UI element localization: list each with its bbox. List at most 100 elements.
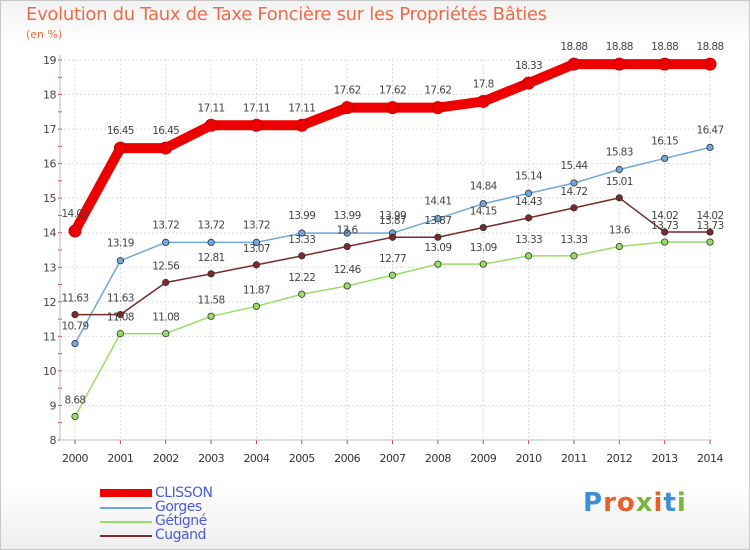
legend-swatch-gorges xyxy=(100,507,152,509)
y-tick-label: 19 xyxy=(43,54,56,67)
data-point xyxy=(343,242,351,251)
data-label: 18.88 xyxy=(560,41,587,53)
x-tick-label: 2004 xyxy=(243,452,269,465)
chart-subtitle: (en %) xyxy=(26,28,63,41)
y-tick-label: 11 xyxy=(43,330,56,343)
y-tick-label: 10 xyxy=(43,365,56,378)
data-label: 13.72 xyxy=(152,219,179,231)
data-point xyxy=(207,312,215,320)
data-point xyxy=(658,57,672,71)
data-point xyxy=(479,223,487,232)
logo-letter: r xyxy=(603,488,617,518)
data-label: 13.99 xyxy=(334,210,361,222)
data-point xyxy=(162,329,170,338)
y-tick-label: 12 xyxy=(43,296,56,309)
data-label: 14.02 xyxy=(697,210,724,222)
data-label: 13.73 xyxy=(651,220,678,232)
data-label: 14.84 xyxy=(470,181,498,193)
legend-label: Gorges xyxy=(155,499,202,515)
y-tick-label: 17 xyxy=(43,123,56,136)
data-label: 17.62 xyxy=(334,85,361,97)
data-labels: 14.05 16.45 16.45 17.11 17.11 17.11 17.62 17.62… xyxy=(61,41,724,407)
data-point xyxy=(661,154,669,163)
data-label: 16.45 xyxy=(107,125,134,137)
data-label: 17.62 xyxy=(379,85,406,97)
data-point xyxy=(298,290,306,298)
data-label: 12.46 xyxy=(334,264,362,276)
logo-letter: i xyxy=(676,488,687,518)
data-point xyxy=(388,233,397,241)
x-tick-label: 2008 xyxy=(425,452,451,465)
x-tick-label: 2000 xyxy=(62,452,88,465)
x-tick-label: 2001 xyxy=(107,452,133,465)
logo-letter: o xyxy=(616,488,636,518)
data-point xyxy=(113,141,127,155)
data-label: 16.47 xyxy=(697,124,724,136)
data-point xyxy=(479,200,487,208)
data-point xyxy=(615,165,623,174)
data-point xyxy=(434,214,442,223)
data-label: 12.77 xyxy=(379,253,406,265)
data-label: 13.33 xyxy=(515,234,542,246)
data-point xyxy=(298,229,306,237)
data-point xyxy=(252,302,261,310)
data-point xyxy=(524,214,533,222)
x-tick-label: 2014 xyxy=(697,452,723,465)
data-label: 15.83 xyxy=(606,147,633,159)
data-point xyxy=(570,204,578,212)
data-point xyxy=(615,242,623,251)
legend-swatch-getigne xyxy=(100,521,152,523)
x-tick-label: 2005 xyxy=(289,452,315,465)
data-label: 15.01 xyxy=(606,176,633,188)
logo-letter: t xyxy=(663,488,677,518)
data-point xyxy=(661,238,669,246)
data-label: 17.62 xyxy=(424,85,451,97)
x-tick-label: 2002 xyxy=(153,452,179,465)
data-label: 12.22 xyxy=(288,272,315,284)
data-label: 18.33 xyxy=(515,60,542,72)
data-point xyxy=(524,189,533,197)
legend-label: Cugand xyxy=(155,527,206,543)
data-point xyxy=(207,238,215,246)
data-label: 18.88 xyxy=(606,41,633,53)
x-tick-label: 2003 xyxy=(198,452,224,465)
data-point xyxy=(162,278,170,287)
data-label: 12.81 xyxy=(198,252,225,264)
data-label: 13.6 xyxy=(337,225,359,237)
data-label: 11.08 xyxy=(107,312,134,324)
data-point xyxy=(71,412,79,421)
y-tick-label: 8 xyxy=(50,434,57,447)
data-label: 15.14 xyxy=(515,170,543,182)
data-point xyxy=(567,57,581,71)
data-point xyxy=(295,118,309,132)
data-point xyxy=(434,260,442,268)
logo-letter: P xyxy=(583,488,604,518)
axes: 8 9 10 11 12 13 14 15 16 17 18 19 2000 2001 2002 2003 20… xyxy=(43,54,724,465)
data-label: 14.02 xyxy=(651,210,678,222)
legend-swatch-cugand xyxy=(100,535,152,537)
data-point xyxy=(343,282,351,290)
data-point xyxy=(71,310,79,319)
data-label: 16.45 xyxy=(152,125,179,137)
data-label: 13.99 xyxy=(379,210,406,222)
data-point xyxy=(522,76,536,90)
data-label: 18.88 xyxy=(697,41,724,53)
data-label: 13.87 xyxy=(424,215,451,227)
data-label: 14.43 xyxy=(515,196,542,208)
data-point xyxy=(661,228,669,236)
data-label: 11.08 xyxy=(152,312,179,324)
legend-label: Gétigné xyxy=(155,513,207,529)
gridlines xyxy=(60,59,712,441)
data-label: 13.72 xyxy=(198,219,225,231)
x-tick-label: 2011 xyxy=(561,452,587,465)
data-point xyxy=(703,57,717,71)
data-label: 13.33 xyxy=(560,234,587,246)
data-label: 13.72 xyxy=(243,219,270,231)
data-label: 8.68 xyxy=(65,395,86,407)
legend-label: CLISSON xyxy=(155,485,213,501)
data-point xyxy=(570,252,578,260)
data-label: 17.11 xyxy=(198,102,225,114)
data-label: 13.33 xyxy=(288,234,315,246)
